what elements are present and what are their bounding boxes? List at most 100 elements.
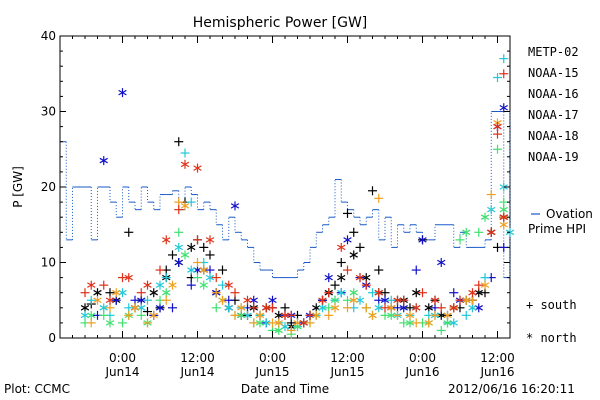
north-point: [387, 310, 396, 320]
legend: METP-02 NOAA-15 NOAA-16 NOAA-17 NOAA-18 NOAA-…: [528, 45, 593, 236]
north-point: [87, 310, 96, 320]
south-point: [193, 273, 202, 283]
north-point: [437, 258, 446, 267]
south-point: [174, 205, 184, 215]
south-point: [105, 303, 115, 313]
north-point: [199, 265, 208, 275]
north-point: [99, 156, 108, 166]
legend-entry: NOAA-18: [528, 129, 579, 143]
north-point: [480, 212, 490, 222]
north-point: [412, 288, 421, 298]
north-point: [237, 310, 246, 320]
south-point: [480, 288, 490, 298]
north-point: [262, 303, 271, 313]
north-point: [405, 318, 415, 328]
south-point: [324, 303, 334, 313]
x-axis: 0:00Jun1412:00Jun140:00Jun1512:00Jun150:…: [59, 36, 515, 379]
x-tick-date: Jun14: [179, 365, 214, 379]
south-point: [499, 69, 509, 79]
legend-entry: NOAA-19: [528, 150, 579, 164]
south-point: [480, 273, 490, 283]
south-point: [499, 54, 509, 64]
south-point: [455, 295, 465, 305]
north-point: [468, 303, 477, 313]
north-point: [424, 303, 433, 313]
south-point: [374, 295, 384, 305]
legend-entry: NOAA-16: [528, 87, 579, 101]
south-point: [161, 273, 171, 283]
south-point: [230, 288, 240, 298]
legend-entry: NOAA-15: [528, 66, 579, 80]
north-point: [180, 250, 190, 260]
south-point: [324, 310, 334, 320]
y-tick-label: 0: [48, 331, 56, 345]
north-point: [499, 212, 508, 222]
north-point: [393, 295, 402, 305]
south-point: [305, 310, 315, 320]
north-point: [449, 303, 458, 313]
y-tick-label: 10: [41, 256, 56, 270]
south-point: [143, 295, 152, 305]
south-point: [218, 265, 227, 275]
south-point: [111, 295, 121, 305]
north-point: [280, 310, 290, 320]
north-point: [299, 318, 308, 328]
north-point: [499, 205, 508, 215]
north-point: [374, 303, 383, 313]
north-point: [180, 159, 190, 169]
x-tick-label: 12:00: [180, 351, 215, 365]
y-tick-label: 20: [41, 180, 56, 194]
north-point: [493, 122, 502, 132]
south-point: [349, 227, 359, 237]
south-point: [86, 318, 96, 328]
south-point: [174, 137, 184, 147]
south-point: [249, 318, 259, 328]
south-point: [286, 310, 296, 320]
north-point: [199, 280, 208, 290]
north-point: [499, 182, 508, 192]
north-point: [118, 88, 127, 98]
north-point: [399, 303, 408, 313]
south-point: [161, 295, 171, 305]
north-point: [374, 288, 383, 298]
north-point: [280, 322, 290, 332]
north-point: [337, 242, 346, 252]
south-point: [130, 295, 140, 305]
north-point: [318, 303, 327, 313]
south-point: [343, 303, 352, 313]
north-point: [93, 288, 102, 298]
north-point: [499, 103, 508, 113]
north-point: [405, 310, 415, 320]
south-point: [124, 227, 134, 237]
legend-ovation-label: Ovation: [546, 207, 593, 221]
north-point: [93, 295, 102, 305]
x-tick-label: 12:00: [330, 351, 365, 365]
north-point: [499, 220, 508, 230]
north-point: [243, 295, 252, 305]
north-point: [255, 310, 265, 320]
south-point: [430, 310, 440, 320]
footer-timestamp: 2012/06/16 16:20:11: [448, 382, 575, 396]
north-point: [162, 288, 171, 298]
y-tick-label: 30: [41, 105, 56, 119]
south-point: [411, 318, 421, 328]
south-point: [449, 288, 459, 298]
south-point: [380, 310, 390, 320]
legend-north: * north: [526, 331, 577, 345]
north-point: [224, 303, 233, 313]
north-point: [187, 265, 196, 275]
x-tick-date: Jun15: [254, 365, 289, 379]
south-point: [461, 310, 471, 320]
north-point: [224, 280, 233, 290]
north-point: [174, 258, 183, 267]
south-point: [186, 197, 196, 207]
y-axis: 0 10 20 30 40: [41, 29, 510, 345]
north-point: [268, 295, 277, 305]
south-point: [218, 280, 227, 290]
legend-entry: METP-02: [528, 45, 579, 59]
north-point: [255, 318, 265, 328]
south-point: [205, 250, 215, 260]
north-point: [274, 318, 283, 328]
south-point: [174, 227, 184, 237]
north-point: [330, 295, 340, 305]
